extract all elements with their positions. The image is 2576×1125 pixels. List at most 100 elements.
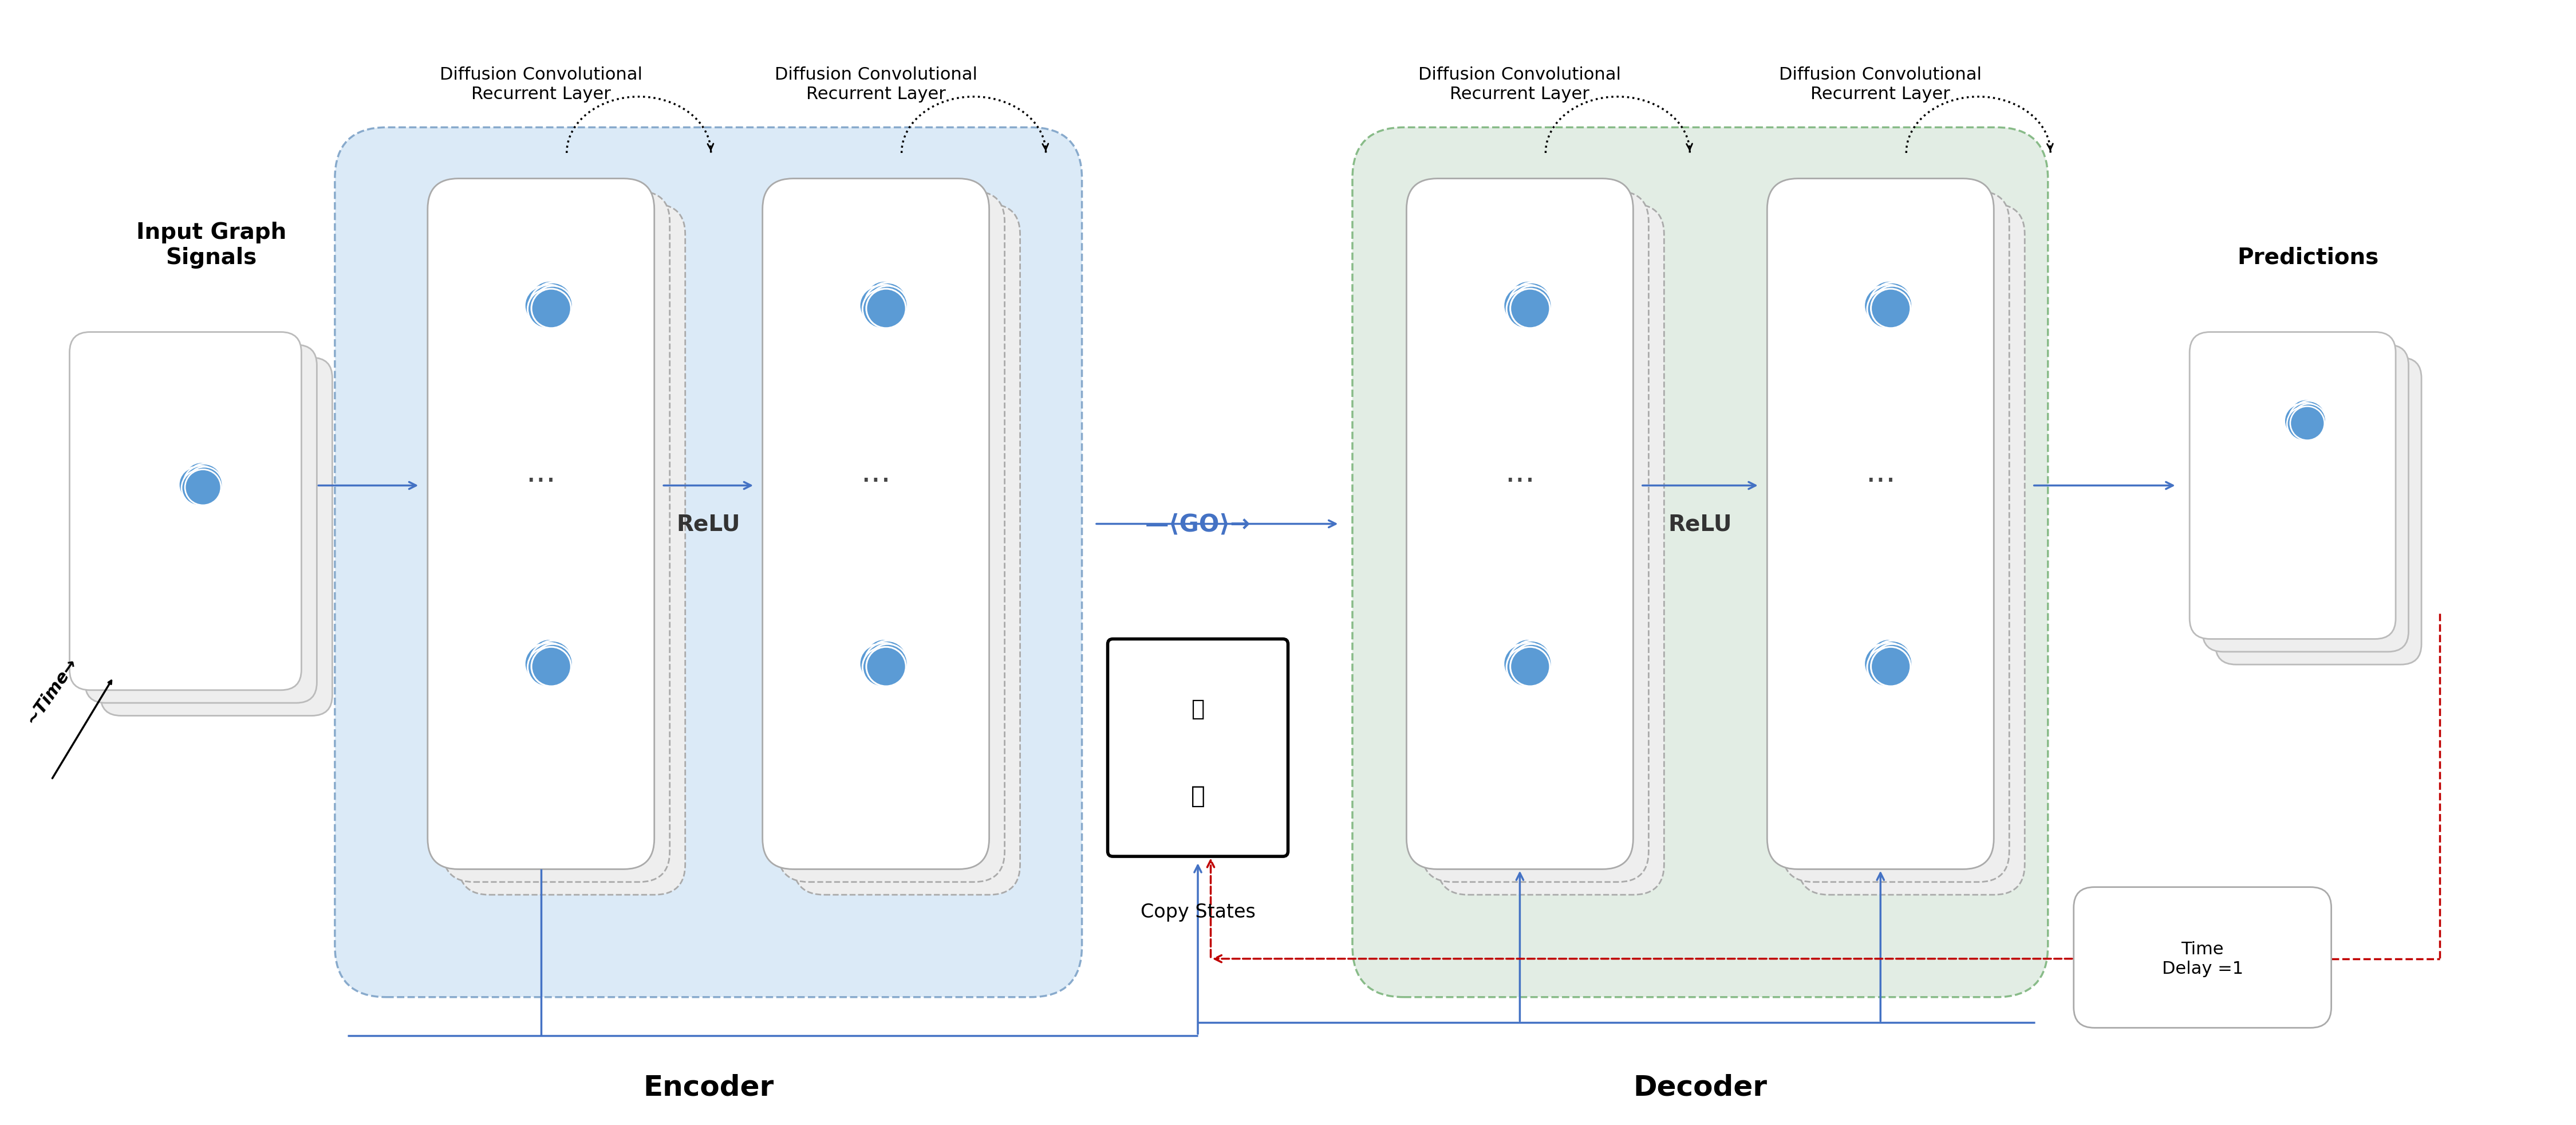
Circle shape	[860, 282, 902, 322]
Circle shape	[185, 467, 222, 503]
Circle shape	[1510, 289, 1551, 328]
Circle shape	[1512, 282, 1551, 322]
Circle shape	[1870, 285, 1909, 324]
Text: Time
Delay =1: Time Delay =1	[2161, 940, 2244, 976]
Circle shape	[1504, 282, 1546, 322]
FancyBboxPatch shape	[1798, 205, 2025, 894]
Circle shape	[863, 289, 902, 328]
FancyBboxPatch shape	[2202, 345, 2409, 652]
Circle shape	[531, 643, 569, 683]
Circle shape	[866, 281, 904, 321]
Circle shape	[860, 645, 899, 684]
Circle shape	[1865, 282, 1906, 322]
Circle shape	[533, 286, 572, 325]
Circle shape	[180, 470, 216, 506]
Circle shape	[1870, 647, 1911, 686]
Circle shape	[2293, 404, 2326, 438]
Circle shape	[531, 281, 569, 321]
Circle shape	[1870, 643, 1909, 683]
Text: ~Time→: ~Time→	[23, 654, 80, 727]
Circle shape	[866, 643, 904, 683]
Circle shape	[2285, 404, 2318, 438]
FancyBboxPatch shape	[2074, 888, 2331, 1028]
Circle shape	[528, 289, 567, 328]
Circle shape	[868, 641, 907, 681]
Circle shape	[2287, 407, 2321, 441]
Circle shape	[1868, 648, 1906, 687]
Circle shape	[868, 282, 907, 322]
Text: 👍: 👍	[1190, 784, 1206, 808]
Circle shape	[2287, 403, 2324, 438]
Circle shape	[183, 466, 219, 502]
Circle shape	[1507, 648, 1546, 687]
Text: Input Graph
Signals: Input Graph Signals	[137, 222, 286, 269]
Text: Diffusion Convolutional
Recurrent Layer: Diffusion Convolutional Recurrent Layer	[1780, 66, 1981, 102]
Circle shape	[1504, 641, 1546, 681]
FancyBboxPatch shape	[335, 128, 1082, 997]
Circle shape	[1512, 645, 1551, 684]
Circle shape	[1510, 639, 1548, 678]
Circle shape	[531, 639, 569, 678]
Text: Diffusion Convolutional
Recurrent Layer: Diffusion Convolutional Recurrent Layer	[440, 66, 641, 102]
FancyBboxPatch shape	[70, 332, 301, 691]
Circle shape	[1870, 289, 1911, 328]
Text: 🏈: 🏈	[1190, 698, 1206, 720]
FancyBboxPatch shape	[100, 358, 332, 716]
FancyBboxPatch shape	[762, 179, 989, 870]
Circle shape	[1504, 286, 1543, 325]
Circle shape	[2293, 402, 2326, 435]
Text: ...: ...	[1504, 458, 1535, 488]
FancyBboxPatch shape	[778, 191, 1005, 882]
Circle shape	[1873, 645, 1911, 684]
Circle shape	[863, 648, 902, 687]
FancyBboxPatch shape	[793, 205, 1020, 894]
Circle shape	[868, 286, 907, 325]
FancyBboxPatch shape	[428, 179, 654, 870]
Text: Diffusion Convolutional
Recurrent Layer: Diffusion Convolutional Recurrent Layer	[1419, 66, 1620, 102]
FancyBboxPatch shape	[443, 191, 670, 882]
Circle shape	[528, 648, 567, 687]
Circle shape	[1865, 641, 1906, 681]
Circle shape	[178, 467, 214, 503]
Text: ...: ...	[860, 458, 891, 488]
Circle shape	[1512, 641, 1551, 681]
Circle shape	[868, 645, 907, 684]
FancyBboxPatch shape	[1783, 191, 2009, 882]
Circle shape	[1870, 639, 1909, 678]
FancyBboxPatch shape	[1406, 179, 1633, 870]
Circle shape	[866, 639, 904, 678]
Circle shape	[526, 645, 564, 684]
Circle shape	[1873, 282, 1911, 322]
Circle shape	[860, 641, 902, 681]
Circle shape	[1868, 289, 1906, 328]
Circle shape	[866, 289, 907, 328]
FancyBboxPatch shape	[459, 205, 685, 894]
Text: Predictions: Predictions	[2239, 246, 2378, 269]
FancyBboxPatch shape	[1437, 205, 1664, 894]
Circle shape	[2290, 406, 2324, 441]
Circle shape	[185, 470, 222, 505]
Circle shape	[1510, 285, 1548, 324]
Circle shape	[1507, 289, 1546, 328]
Circle shape	[1512, 286, 1551, 325]
Text: —⟨GO⟩→: —⟨GO⟩→	[1146, 512, 1249, 537]
FancyBboxPatch shape	[1108, 639, 1288, 856]
Text: ...: ...	[526, 458, 556, 488]
Circle shape	[1865, 286, 1904, 325]
Circle shape	[1510, 281, 1548, 321]
Text: ...: ...	[1865, 458, 1896, 488]
Circle shape	[180, 464, 216, 500]
Circle shape	[1870, 281, 1909, 321]
Circle shape	[866, 285, 904, 324]
Circle shape	[533, 641, 572, 681]
Circle shape	[2287, 399, 2324, 434]
Circle shape	[1865, 645, 1904, 684]
Circle shape	[183, 462, 219, 498]
Circle shape	[526, 282, 567, 322]
FancyBboxPatch shape	[1352, 128, 2048, 997]
Circle shape	[866, 647, 907, 686]
Text: Diffusion Convolutional
Recurrent Layer: Diffusion Convolutional Recurrent Layer	[775, 66, 976, 102]
FancyBboxPatch shape	[2215, 358, 2421, 665]
Circle shape	[860, 286, 899, 325]
FancyBboxPatch shape	[85, 345, 317, 703]
